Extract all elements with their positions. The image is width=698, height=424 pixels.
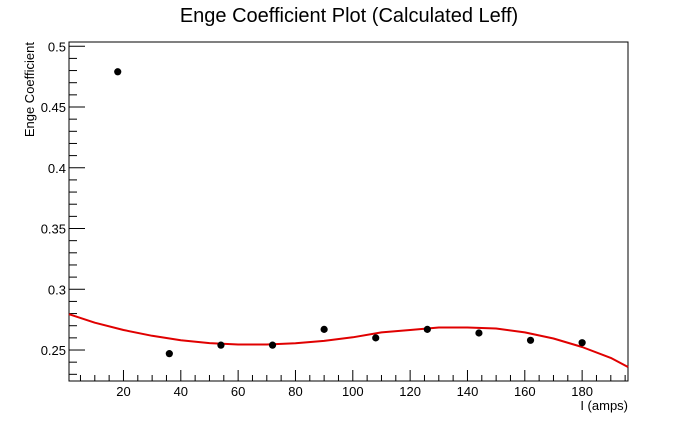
data-point bbox=[114, 68, 122, 76]
data-point bbox=[526, 336, 535, 344]
data-point bbox=[372, 334, 380, 342]
x-tick-label: 120 bbox=[399, 384, 421, 399]
y-tick-label: 0.4 bbox=[48, 161, 66, 176]
x-tick-label: 180 bbox=[571, 384, 593, 399]
x-tick-label: 140 bbox=[457, 384, 479, 399]
y-tick-label: 0.35 bbox=[41, 222, 66, 237]
x-tick-label: 100 bbox=[342, 384, 364, 399]
data-point bbox=[217, 341, 225, 349]
x-tick-label: 40 bbox=[174, 384, 188, 399]
data-point bbox=[320, 325, 328, 333]
chart-title: Enge Coefficient Plot (Calculated Leff) bbox=[180, 5, 518, 27]
y-tick-label: 0.5 bbox=[48, 39, 66, 54]
x-axis-title: I (amps) bbox=[580, 398, 628, 413]
plot-frame bbox=[68, 41, 629, 382]
y-axis-title: Enge Coefficient bbox=[22, 42, 37, 138]
x-tick-label: 80 bbox=[288, 384, 302, 399]
fit-curve bbox=[68, 313, 629, 368]
x-tick-label: 160 bbox=[514, 384, 536, 399]
data-point bbox=[578, 339, 586, 347]
y-tick-label: 0.3 bbox=[48, 282, 66, 297]
data-point bbox=[268, 341, 277, 349]
y-tick-label: 0.25 bbox=[41, 343, 66, 358]
tick-labels: 20 40 60 80 100 120 140 160 180 0.25 0.3 0.35 0.4 0.4… bbox=[41, 39, 593, 399]
x-tick-label: 60 bbox=[231, 384, 245, 399]
data-point bbox=[423, 325, 431, 333]
axis-ticks bbox=[69, 45, 626, 381]
y-tick-label: 0.45 bbox=[41, 100, 66, 115]
data-series bbox=[68, 68, 629, 368]
data-point bbox=[475, 329, 483, 337]
x-tick-label: 20 bbox=[116, 384, 130, 399]
data-point bbox=[165, 350, 173, 358]
